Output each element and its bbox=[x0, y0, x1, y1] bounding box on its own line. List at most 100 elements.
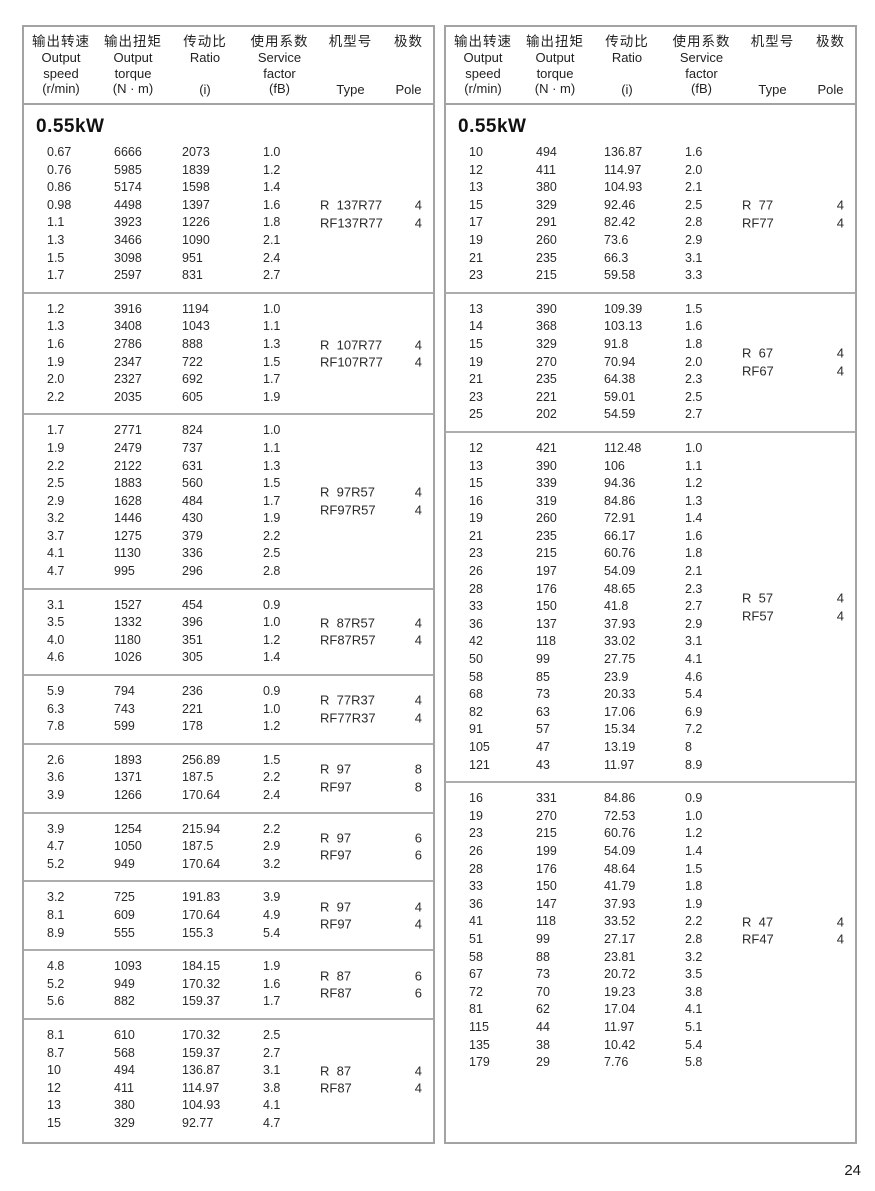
col-header-en: Ratio bbox=[189, 49, 221, 65]
cell-output-speed: 7.8 bbox=[47, 719, 65, 734]
col-header-output-torque: 输出扭矩 Output torque (N · m) bbox=[98, 27, 168, 103]
cell-output-torque: 137 bbox=[536, 616, 557, 631]
cell-output-speed: 23 bbox=[469, 546, 483, 561]
cell-service-factor: 1.2 bbox=[263, 162, 281, 177]
cell-service-factor: 3.2 bbox=[263, 856, 281, 871]
cell-service-factor: 2.4 bbox=[263, 788, 281, 802]
ratio-group: 0.55kW 10 494 136.87 1.6 12 411 114.97 2.0 13 380 1… bbox=[446, 105, 855, 292]
table-row: 10 494 136.87 3.1 bbox=[24, 1062, 433, 1080]
cell-output-speed: 3.1 bbox=[47, 597, 65, 612]
type-line: R 87 6 bbox=[320, 967, 422, 985]
cell-output-speed: 179 bbox=[469, 1055, 490, 1070]
cell-ratio: 91.8 bbox=[604, 336, 629, 351]
cell-output-torque: 2035 bbox=[114, 389, 142, 404]
type-label: RF107R77 bbox=[320, 354, 383, 370]
cell-output-torque: 147 bbox=[536, 896, 557, 911]
cell-ratio: 170.32 bbox=[182, 1027, 221, 1042]
cell-ratio: 33.02 bbox=[604, 634, 636, 649]
cell-service-factor: 3.3 bbox=[685, 268, 703, 283]
spec-table-left: 输出转速 Output speed (r/min) 输出扭矩 Output torque (N… bbox=[22, 25, 435, 1144]
cell-ratio: 1397 bbox=[182, 197, 210, 212]
table-row: 0.86 5174 1598 1.4 bbox=[24, 179, 433, 197]
cell-ratio: 92.77 bbox=[182, 1115, 214, 1130]
cell-output-torque: 1893 bbox=[114, 752, 142, 767]
cell-service-factor: 2.5 bbox=[685, 389, 703, 404]
table-row: 3.9 1266 170.64 2.4 bbox=[24, 787, 433, 805]
cell-ratio: 103.13 bbox=[604, 319, 643, 334]
table-row: 4.8 1093 184.15 1.9 bbox=[24, 958, 433, 976]
cell-service-factor: 2.7 bbox=[685, 599, 703, 614]
cell-service-factor: 1.5 bbox=[263, 354, 281, 369]
cell-output-torque: 202 bbox=[536, 407, 557, 422]
cell-output-torque: 331 bbox=[536, 791, 557, 806]
table-row: 5.2 949 170.32 1.6 bbox=[24, 976, 433, 994]
cell-service-factor: 2.2 bbox=[263, 821, 281, 836]
col-header-en: torque bbox=[536, 65, 574, 81]
cell-ratio: 19.23 bbox=[604, 984, 636, 999]
pole-value: 4 bbox=[414, 1080, 422, 1096]
cell-output-torque: 235 bbox=[536, 528, 557, 543]
table-row: 14 368 103.13 1.6 bbox=[446, 318, 855, 336]
col-header-en: Output bbox=[113, 49, 153, 65]
table-row: 23 215 60.76 1.2 bbox=[446, 825, 855, 843]
cell-ratio: 114.97 bbox=[604, 162, 642, 177]
cell-output-torque: 609 bbox=[114, 907, 135, 922]
cell-ratio: 84.86 bbox=[604, 493, 636, 508]
table-row: 135 38 10.42 5.4 bbox=[446, 1037, 855, 1055]
cell-ratio: 305 bbox=[182, 650, 203, 665]
cell-ratio: 60.76 bbox=[604, 826, 636, 841]
table-row: 33 150 41.79 1.8 bbox=[446, 878, 855, 896]
ratio-group: 1.7 2771 824 1.0 1.9 2479 737 1.1 2.2 2122 631 1.3 2… bbox=[24, 413, 433, 587]
cell-output-speed: 135 bbox=[469, 1037, 490, 1052]
cell-output-speed: 2.2 bbox=[47, 458, 65, 473]
cell-ratio: 1598 bbox=[182, 180, 210, 195]
cell-ratio: 170.64 bbox=[182, 788, 221, 802]
type-line: R 77R37 4 bbox=[320, 692, 422, 710]
cell-output-torque: 339 bbox=[536, 476, 557, 491]
type-label: R 137R77 bbox=[320, 197, 383, 213]
cell-output-torque: 411 bbox=[114, 1080, 134, 1095]
cell-output-torque: 221 bbox=[536, 389, 557, 404]
cell-output-torque: 1332 bbox=[114, 615, 142, 630]
type-block: R 137R77 4 RF137R77 4 bbox=[320, 197, 422, 232]
cell-output-torque: 368 bbox=[536, 319, 557, 334]
cell-output-torque: 610 bbox=[114, 1027, 135, 1042]
cell-output-torque: 197 bbox=[536, 564, 557, 579]
cell-output-speed: 33 bbox=[469, 599, 483, 614]
cell-ratio: 159.37 bbox=[182, 1045, 221, 1060]
table-row: 4.0 1180 351 1.2 bbox=[24, 632, 433, 650]
cell-service-factor: 1.4 bbox=[263, 180, 281, 195]
type-line: RF67 4 bbox=[742, 362, 844, 380]
cell-output-torque: 47 bbox=[536, 740, 550, 754]
col-header-pole: 极数 Pole bbox=[806, 27, 855, 103]
cell-ratio: 94.36 bbox=[604, 476, 636, 491]
cell-ratio: 170.32 bbox=[182, 976, 221, 991]
cell-output-torque: 3916 bbox=[114, 301, 142, 316]
cell-ratio: 191.83 bbox=[182, 890, 221, 905]
col-header-unit: (i) bbox=[621, 81, 633, 97]
cell-output-speed: 1.1 bbox=[47, 215, 65, 230]
cell-output-torque: 1883 bbox=[114, 476, 142, 491]
type-line: R 87 4 bbox=[320, 1062, 422, 1080]
rows-wrap: 5.9 794 236 0.9 6.3 743 221 1.0 7.8 599 178 1.2 R 77… bbox=[24, 683, 433, 736]
cell-ratio: 296 bbox=[182, 564, 203, 579]
cell-ratio: 82.42 bbox=[604, 215, 636, 230]
table-row: 3.7 1275 379 2.2 bbox=[24, 528, 433, 546]
cell-output-torque: 1050 bbox=[114, 839, 142, 854]
col-header-en: factor bbox=[685, 65, 718, 81]
cell-service-factor: 2.8 bbox=[263, 564, 281, 579]
cell-service-factor: 1.4 bbox=[263, 650, 281, 665]
pole-value: 4 bbox=[414, 632, 422, 648]
table-row: 16 331 84.86 0.9 bbox=[446, 790, 855, 808]
cell-output-speed: 67 bbox=[469, 967, 483, 982]
table-row: 41 118 33.52 2.2 bbox=[446, 913, 855, 931]
cell-output-speed: 33 bbox=[469, 879, 483, 894]
table-row: 4.7 1050 187.5 2.9 bbox=[24, 838, 433, 856]
cell-service-factor: 1.0 bbox=[685, 440, 703, 455]
table-row: 15 329 91.8 1.8 bbox=[446, 336, 855, 354]
cell-output-speed: 4.0 bbox=[47, 632, 65, 647]
cell-output-torque: 3098 bbox=[114, 250, 142, 265]
cell-output-speed: 10 bbox=[469, 145, 483, 159]
table-body: 0.55kW 0.67 6666 2073 1.0 0.76 5985 1839 1.2 0.86… bbox=[24, 105, 433, 1140]
